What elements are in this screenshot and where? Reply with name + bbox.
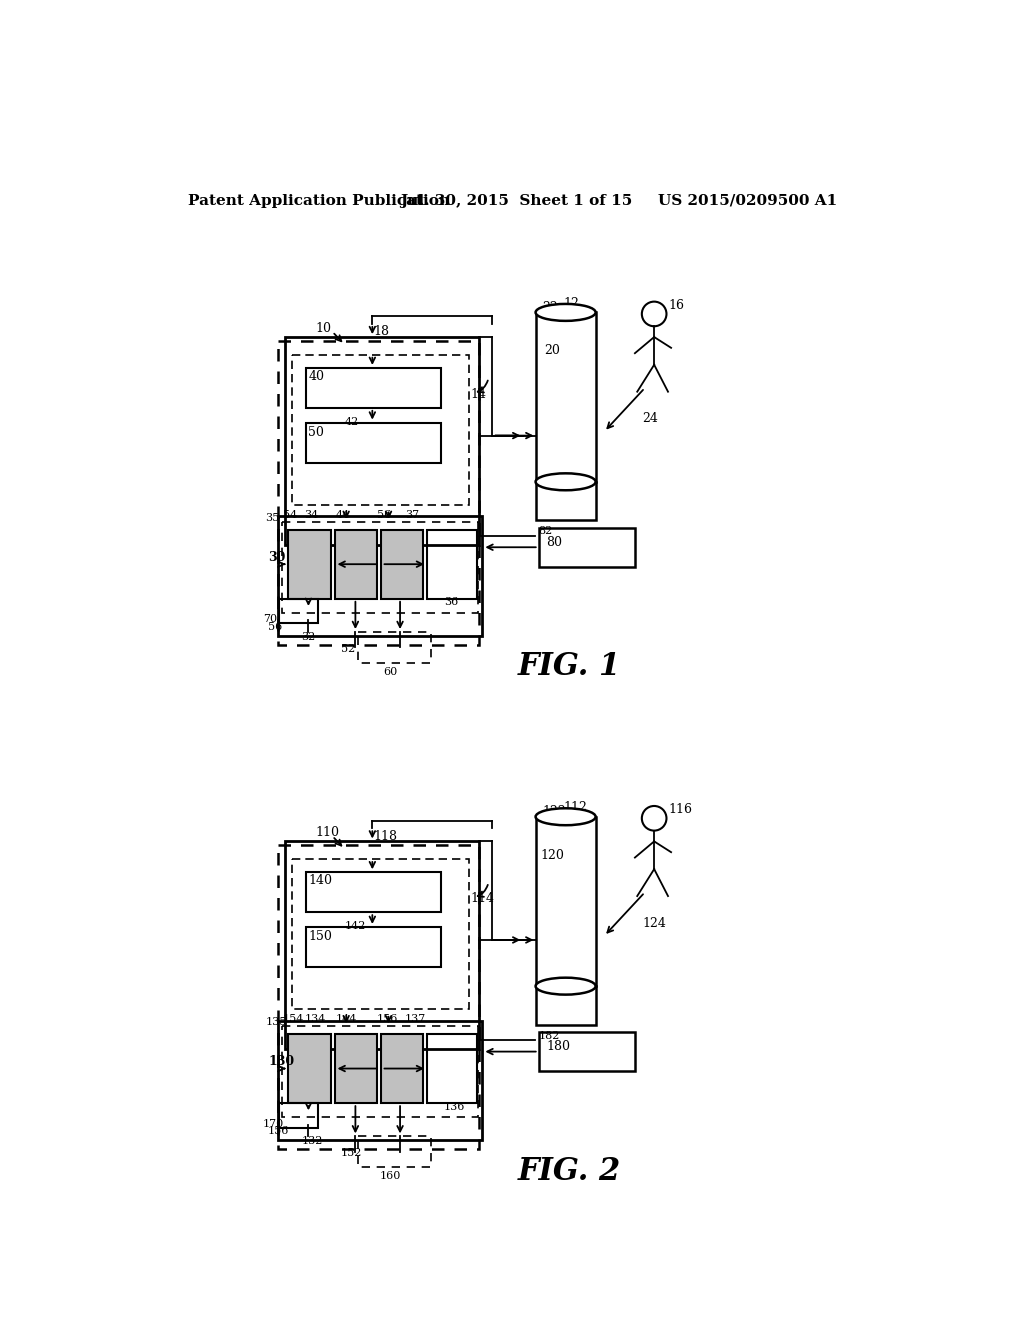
Bar (537, 482, 596, 520)
Text: 50: 50 (308, 425, 325, 438)
Bar (536, 817, 596, 986)
Text: 35: 35 (265, 512, 280, 523)
Text: 54: 54 (283, 510, 297, 520)
Bar (427, 529, 477, 599)
Ellipse shape (536, 304, 596, 321)
Text: 52: 52 (341, 644, 355, 653)
Text: 116: 116 (668, 803, 692, 816)
Bar (280, 1104, 317, 1127)
Bar (285, 337, 478, 545)
Text: 16: 16 (668, 298, 684, 312)
Text: 156: 156 (267, 1126, 289, 1137)
Text: 156: 156 (377, 1014, 398, 1024)
Text: 122: 122 (543, 805, 566, 818)
Text: 18: 18 (373, 326, 389, 338)
Text: 60: 60 (384, 667, 398, 677)
Bar (292, 355, 469, 504)
Bar (292, 859, 469, 1010)
Text: 144: 144 (336, 1014, 356, 1024)
Text: 42: 42 (345, 417, 358, 428)
Text: 30: 30 (268, 552, 286, 564)
Bar (283, 1026, 478, 1117)
Bar (285, 841, 478, 1049)
Text: 112: 112 (563, 801, 587, 814)
Bar (335, 529, 377, 599)
Bar (306, 422, 441, 462)
Text: Jul. 30, 2015  Sheet 1 of 15: Jul. 30, 2015 Sheet 1 of 15 (400, 194, 632, 207)
Bar (306, 873, 441, 912)
Ellipse shape (536, 978, 596, 995)
Text: 137: 137 (404, 1014, 426, 1024)
Text: 80: 80 (547, 536, 562, 549)
Text: 20: 20 (545, 345, 560, 358)
Text: 56: 56 (267, 622, 282, 632)
Text: 134: 134 (304, 1014, 326, 1024)
Ellipse shape (536, 474, 596, 490)
Text: 150: 150 (308, 929, 333, 942)
Text: 182: 182 (539, 1031, 560, 1040)
Text: 132: 132 (301, 1137, 323, 1146)
Bar (279, 516, 482, 636)
Bar (381, 529, 423, 599)
Text: 120: 120 (541, 849, 564, 862)
Text: 32: 32 (301, 632, 315, 642)
Text: 180: 180 (547, 1040, 570, 1053)
Bar (283, 521, 478, 612)
Ellipse shape (536, 808, 596, 825)
Bar (357, 1137, 431, 1167)
Text: 154: 154 (283, 1014, 304, 1024)
Text: FIG. 2: FIG. 2 (518, 1155, 622, 1187)
Text: 10: 10 (315, 322, 332, 335)
Text: 136: 136 (444, 1102, 465, 1111)
Text: 160: 160 (380, 1171, 401, 1181)
Text: 114: 114 (471, 892, 495, 906)
Text: 12: 12 (563, 297, 580, 310)
Text: 34: 34 (304, 510, 318, 520)
Text: 37: 37 (404, 510, 419, 520)
Bar (289, 1034, 331, 1104)
Text: 140: 140 (308, 874, 333, 887)
Text: 130: 130 (268, 1056, 295, 1068)
Text: 22: 22 (543, 301, 558, 314)
Text: 142: 142 (345, 921, 366, 932)
Text: 82: 82 (539, 527, 553, 536)
Bar (280, 599, 317, 623)
Text: 118: 118 (373, 830, 397, 843)
Text: 24: 24 (643, 412, 658, 425)
Bar (357, 632, 431, 663)
Bar (381, 1034, 423, 1104)
Text: Patent Application Publication: Patent Application Publication (188, 194, 451, 207)
Text: US 2015/0209500 A1: US 2015/0209500 A1 (658, 194, 838, 207)
Text: 124: 124 (643, 917, 667, 929)
Text: 152: 152 (341, 1148, 362, 1158)
Text: 44: 44 (336, 510, 349, 520)
Bar (279, 845, 478, 1150)
Text: 36: 36 (444, 597, 458, 607)
Bar (306, 927, 441, 966)
Bar (279, 1020, 482, 1140)
Text: 40: 40 (308, 370, 325, 383)
Text: 135: 135 (265, 1016, 287, 1027)
Bar (539, 1032, 635, 1071)
Bar (306, 368, 441, 408)
Bar (279, 341, 478, 645)
Bar (536, 313, 596, 482)
Bar (539, 528, 635, 566)
Bar (289, 529, 331, 599)
Bar (537, 986, 596, 1024)
Text: 14: 14 (471, 388, 486, 401)
Bar (335, 1034, 377, 1104)
Text: 56: 56 (377, 510, 391, 520)
Text: 110: 110 (315, 826, 339, 840)
Text: FIG. 1: FIG. 1 (518, 651, 622, 682)
Bar (427, 1034, 477, 1104)
Text: 170: 170 (263, 1118, 285, 1129)
Text: 70: 70 (263, 614, 278, 624)
